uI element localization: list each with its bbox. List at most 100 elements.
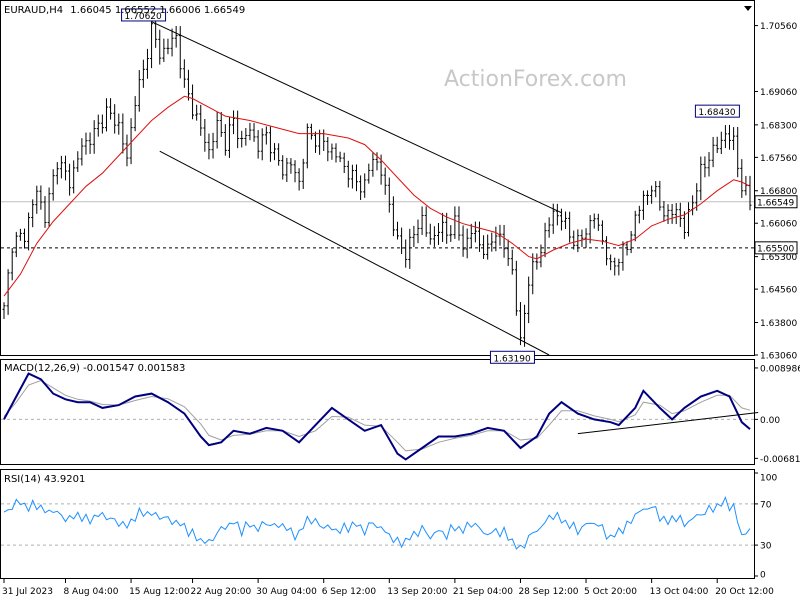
support-price-tag: 1.65500	[754, 241, 798, 255]
price-annotation-box	[694, 104, 740, 118]
time-axis-label: 31 Jul 2023	[2, 587, 53, 597]
ohlc-bar	[309, 123, 313, 140]
ohlc-bar	[289, 158, 293, 174]
ohlc-bar	[76, 151, 80, 172]
ohlc-bar	[416, 219, 420, 244]
ohlc-bar	[383, 167, 387, 195]
ohlc-bar	[461, 225, 465, 257]
ohlc-bar	[330, 143, 334, 160]
price-annotation-label: 1.70620	[125, 12, 162, 22]
ohlc-bar	[219, 112, 223, 137]
ohlc-bar	[252, 123, 256, 142]
ohlc-bar	[605, 236, 609, 266]
ohlc-bar	[449, 225, 453, 242]
ohlc-bar	[547, 217, 551, 238]
ohlc-bar	[39, 185, 43, 210]
ohlc-bar	[100, 114, 104, 134]
ohlc-bar	[555, 203, 559, 226]
macd-trendline	[577, 412, 759, 435]
price-panel-frame	[0, 0, 755, 356]
ohlc-bar	[662, 201, 666, 222]
ohlc-bar	[27, 212, 31, 251]
ohlc-bar	[350, 164, 354, 189]
ohlc-bar	[47, 187, 51, 227]
ohlc-bar	[363, 173, 367, 198]
ohlc-bar	[346, 160, 350, 188]
ohlc-bar	[178, 26, 182, 79]
ohlc-bar	[18, 228, 22, 241]
ohlc-bar	[6, 269, 10, 315]
ohlc-bar	[391, 196, 395, 237]
ohlc-bar	[232, 110, 236, 135]
ohlc-bar	[22, 228, 26, 249]
channel-lower-line	[159, 150, 550, 356]
price-annotation-box	[489, 350, 535, 364]
ohlc-bar	[268, 126, 272, 162]
price-annotation: 1.63190	[489, 350, 535, 364]
ohlc-bar	[141, 59, 145, 88]
price-annotation: 1.70620	[121, 8, 167, 22]
rsi-axis-label: 0	[760, 571, 766, 581]
price-axis-label: 1.66060	[760, 220, 797, 230]
ohlc-bar	[728, 124, 732, 150]
ohlc-bar	[629, 231, 633, 254]
ohlc-bar	[387, 177, 391, 213]
time-axis-label: 22 Aug 20:00	[191, 587, 252, 597]
time-axis-label: 6 Sep 12:00	[322, 587, 377, 597]
ohlc-bar	[432, 226, 436, 247]
ohlc-bar	[732, 127, 736, 151]
ohlc-bar	[658, 180, 662, 211]
ohlc-bar	[14, 231, 18, 258]
ohlc-bar	[109, 98, 113, 120]
rsi-header: RSI(14) 43.9201	[4, 474, 85, 485]
price-axis-label: 1.66800	[760, 187, 797, 197]
ohlc-bar	[338, 151, 342, 163]
ohlc-bar	[129, 118, 133, 165]
ohlc-bar	[96, 114, 100, 137]
ohlc-bar	[240, 130, 244, 148]
ohlc-bar	[170, 28, 174, 57]
macd-main-line	[3, 372, 751, 461]
ohlc-bar	[666, 204, 670, 224]
ohlc-bar	[473, 221, 477, 243]
ohlc-bar	[88, 132, 92, 154]
ohlc-bar	[477, 221, 481, 252]
ohlc-bar	[678, 202, 682, 227]
ohlc-bar	[523, 304, 527, 347]
price-axis: 1.70560 1.69060 1.68300 1.67560 1.66800 1.660…	[754, 22, 798, 362]
ohlc-bar	[2, 302, 6, 319]
ohlc-bar	[674, 202, 678, 225]
ohlc-bar	[182, 59, 186, 88]
macd-plot	[1, 372, 759, 461]
ohlc-bar	[104, 98, 108, 132]
time-axis-label: 13 Sep 20:00	[387, 587, 447, 597]
ohlc-bar	[592, 213, 596, 229]
price-axis-label: 1.69060	[760, 88, 797, 98]
ohlc-bar	[465, 228, 469, 259]
ohlc-bar	[650, 185, 654, 204]
ohlc-bar	[113, 104, 117, 134]
price-annotation-label: 1.63190	[493, 354, 530, 364]
ohlc-bar	[654, 181, 658, 198]
ohlc-bar	[395, 221, 399, 240]
ohlc-bar	[682, 211, 686, 240]
ohlc-bar	[646, 190, 650, 205]
time-axis-label: 8 Aug 04:00	[63, 587, 118, 597]
ohlc-bar	[531, 253, 535, 295]
time-axis-label: 13 Oct 04:00	[650, 587, 709, 597]
ohlc-bar	[572, 230, 576, 250]
ohlc-bar	[436, 222, 440, 245]
ohlc-bar	[305, 123, 309, 169]
ohlc-bar	[166, 38, 170, 55]
price-axis-label: 1.65300	[760, 253, 797, 263]
ohlc-bar	[326, 136, 330, 162]
ohlc-bar	[625, 241, 629, 256]
ohlc-bar	[367, 163, 371, 184]
ohlc-bar	[215, 111, 219, 149]
ohlc-bar	[211, 132, 215, 159]
rsi-axis: 100 70 30 0	[754, 472, 777, 581]
ohlc-bar	[314, 131, 318, 153]
ohlc-bar	[281, 155, 285, 180]
ohlc-bar	[711, 136, 715, 168]
